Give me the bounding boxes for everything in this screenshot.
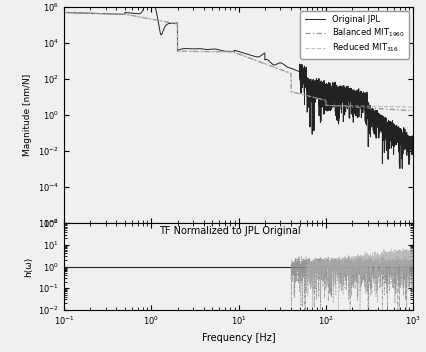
Reduced MIT$_{316}$: [288, 71, 294, 76]
Original JPL: [61, 10, 66, 14]
Balanced MIT$_{1960}$: [271, 65, 276, 69]
Reduced MIT$_{316}$: [348, 104, 354, 108]
Balanced MIT$_{1960}$: [348, 105, 354, 109]
Original JPL: [348, 89, 354, 93]
X-axis label: Frequency [Hz]: Frequency [Hz]: [202, 333, 275, 342]
Original JPL: [322, 84, 327, 89]
Original JPL: [400, 166, 405, 171]
Original JPL: [411, 133, 416, 138]
Reduced MIT$_{316}$: [411, 105, 416, 109]
Original JPL: [271, 63, 276, 67]
Original JPL: [195, 46, 200, 51]
Reduced MIT$_{316}$: [195, 49, 200, 54]
Reduced MIT$_{316}$: [271, 65, 276, 69]
Line: Reduced MIT$_{316}$: Reduced MIT$_{316}$: [64, 12, 413, 107]
Reduced MIT$_{316}$: [125, 13, 130, 17]
Text: TF Normalized to JPL Original: TF Normalized to JPL Original: [159, 226, 301, 235]
Balanced MIT$_{1960}$: [195, 49, 200, 54]
Reduced MIT$_{316}$: [61, 10, 66, 14]
Legend: Original JPL, Balanced MIT$_{1960}$, Reduced MIT$_{316}$: Original JPL, Balanced MIT$_{1960}$, Red…: [300, 11, 409, 58]
Reduced MIT$_{316}$: [322, 98, 327, 102]
Original JPL: [288, 66, 294, 70]
Balanced MIT$_{1960}$: [125, 13, 130, 17]
Y-axis label: h(ω): h(ω): [24, 256, 33, 277]
Line: Original JPL: Original JPL: [64, 0, 413, 169]
Balanced MIT$_{1960}$: [411, 109, 416, 113]
Y-axis label: Magnitude [nm/N]: Magnitude [nm/N]: [23, 74, 32, 156]
Balanced MIT$_{1960}$: [288, 71, 294, 76]
Balanced MIT$_{1960}$: [322, 98, 327, 102]
Original JPL: [125, 11, 130, 15]
Line: Balanced MIT$_{1960}$: Balanced MIT$_{1960}$: [64, 12, 413, 111]
Balanced MIT$_{1960}$: [61, 10, 66, 14]
